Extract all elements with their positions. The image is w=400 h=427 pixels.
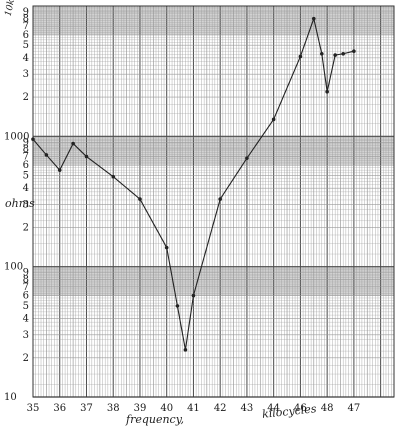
data-point (191, 293, 196, 298)
y-decade-label: 10 (4, 392, 17, 403)
axis-labels: 10k ohms frequency, kilocycles 234567892… (4, 0, 361, 426)
x-tick-label: 46 (294, 403, 307, 414)
y-minor-tick-label: 6 (23, 160, 29, 171)
x-tick-label: 48 (321, 403, 334, 414)
data-point (271, 117, 276, 122)
x-tick-label: 37 (80, 403, 93, 414)
grid (32, 5, 395, 398)
y-minor-tick-label: 7 (23, 152, 29, 163)
data-point (298, 54, 303, 59)
data-series (31, 16, 356, 352)
data-point (71, 141, 75, 146)
x-tick-label: 38 (107, 403, 120, 414)
x-axis-label-left: frequency, (125, 413, 184, 426)
x-tick-label: 42 (214, 403, 227, 414)
y-minor-tick-label: 3 (23, 330, 29, 341)
y-decade-label: 1000 (4, 131, 29, 142)
data-point (320, 51, 324, 56)
y-minor-tick-label: 3 (23, 199, 29, 210)
data-point (31, 137, 35, 142)
y-minor-tick-label: 6 (23, 291, 29, 302)
y-minor-tick-label: 2 (23, 92, 29, 103)
y-minor-tick-label: 8 (23, 144, 29, 155)
y-minor-tick-label: 9 (23, 137, 29, 148)
y-minor-tick-label: 4 (23, 53, 29, 64)
data-point (164, 245, 169, 250)
x-tick-label: 43 (241, 403, 254, 414)
plot-frame (32, 5, 395, 398)
data-point (183, 348, 188, 352)
y-decade-label: 100 (4, 262, 23, 273)
y-top-mark: 10k (4, 0, 17, 17)
y-minor-tick-label: 5 (23, 171, 29, 182)
y-minor-tick-label: 4 (23, 314, 29, 325)
x-tick-label: 40 (160, 403, 173, 414)
y-minor-tick-label: 2 (23, 222, 29, 233)
data-point (245, 156, 249, 160)
x-tick-label: 35 (27, 403, 40, 414)
data-point (218, 197, 222, 201)
x-tick-label: 47 (348, 403, 361, 414)
y-minor-tick-label: 8 (23, 274, 29, 285)
y-minor-tick-label: 7 (23, 21, 29, 32)
data-point (57, 168, 62, 172)
data-point (44, 153, 49, 157)
x-tick-label: 44 (267, 403, 280, 414)
x-tick-label: 36 (53, 403, 66, 414)
y-minor-tick-label: 5 (23, 301, 29, 312)
data-point (138, 197, 142, 201)
y-minor-tick-label: 9 (23, 268, 29, 279)
x-tick-label: 41 (187, 403, 200, 414)
x-tick-label: 39 (134, 403, 147, 414)
data-point (341, 51, 345, 56)
y-minor-tick-label: 4 (23, 183, 29, 194)
y-minor-tick-label: 6 (23, 30, 29, 41)
data-point (325, 89, 329, 94)
y-minor-tick-label: 9 (23, 7, 29, 18)
data-point (352, 49, 356, 53)
data-point (311, 16, 316, 21)
x-axis-label-right: kilocycles (261, 402, 317, 421)
y-minor-tick-label: 7 (23, 282, 29, 293)
y-minor-tick-label: 5 (23, 40, 29, 51)
data-point (84, 154, 89, 159)
data-point (333, 53, 337, 57)
data-point (111, 174, 116, 179)
y-minor-tick-label: 3 (23, 69, 29, 80)
y-axis-label: ohms (5, 197, 35, 210)
y-minor-tick-label: 8 (23, 14, 29, 25)
data-point (175, 304, 180, 308)
y-minor-tick-label: 2 (23, 353, 29, 364)
